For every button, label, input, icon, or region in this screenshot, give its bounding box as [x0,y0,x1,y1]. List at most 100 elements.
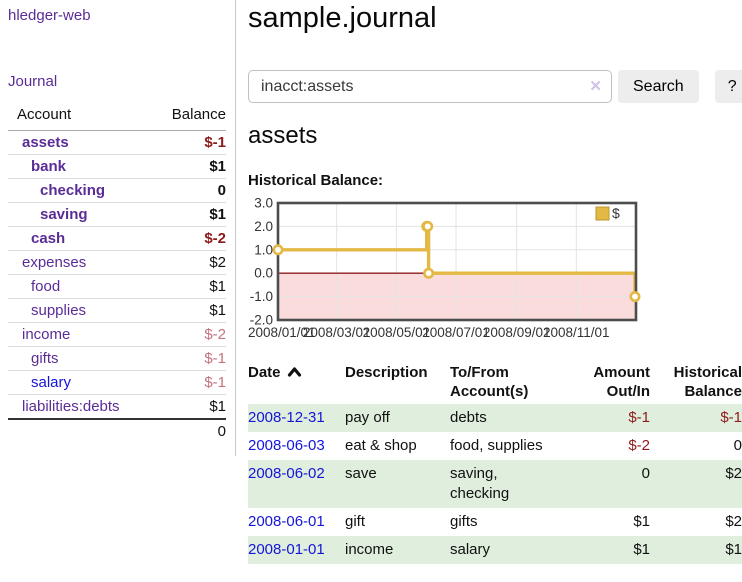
search-input[interactable] [248,70,612,103]
account-balance: $-1 [204,134,226,151]
transaction-amount: $-1 [628,409,650,426]
account-balance: $-2 [154,322,226,347]
transaction-balance: $2 [725,513,742,530]
svg-text:2008/09/01: 2008/09/01 [483,325,551,340]
register-row: 2008-12-31 pay off debts $-1 $-1 [248,404,742,432]
search-button[interactable]: Search [618,70,699,103]
transaction-date-link[interactable]: 2008-06-02 [248,465,325,482]
sort-asc-icon [287,367,301,377]
account-balance: 0 [154,178,226,203]
account-link-checking[interactable]: checking [40,182,106,199]
account-link-income[interactable]: income [22,326,71,343]
register-header-amount: Amount Out/In [593,364,650,400]
accounts-table: Account Balance assets $-1 bank $1 check… [8,102,226,443]
svg-text:1.0: 1.0 [254,242,273,257]
transaction-description: eat & shop [345,437,417,454]
historical-balance-chart: $3.0 2.0 1.0 0.0 -1.0 -2.0 2008/01/01 2008/03/0… [248,196,742,346]
transaction-balance: 0 [733,437,742,454]
account-row-checking: checking 0 [8,178,226,203]
help-button[interactable]: ? [714,70,742,103]
transaction-date-link[interactable]: 2008-06-01 [248,513,325,530]
svg-text:2008/07/01: 2008/07/01 [422,325,490,340]
account-row-food: food $1 [8,274,226,299]
account-balance: $1 [154,154,226,179]
register-header-date[interactable]: Date [248,361,345,404]
account-balance: $1 [154,394,226,419]
transaction-amount: $-2 [628,437,650,454]
account-link-food[interactable]: food [31,278,61,295]
account-row-saving: saving $1 [8,202,226,227]
account-row-liabilities-debts: liabilities:debts $1 [8,394,226,419]
svg-text:2008/03/01: 2008/03/01 [303,325,371,340]
register-row: 2008-01-01 income salary $1 $1 [248,536,742,564]
transaction-date-link[interactable]: 2008-06-03 [248,437,325,454]
svg-text:$: $ [612,205,620,221]
transaction-description: gift [345,513,366,530]
account-balance: $-2 [154,226,226,251]
account-row-bank: bank $1 [8,154,226,179]
transaction-accounts: gifts [450,513,478,530]
transaction-description: pay off [345,409,390,426]
account-link-expenses[interactable]: expenses [22,254,87,271]
accounts-header-balance: Balance [154,102,226,131]
accounts-total-spacer [8,418,155,443]
clear-search-icon[interactable]: ✕ [589,78,602,95]
register-row: 2008-06-02 save saving, checking 0 $2 [248,460,742,508]
svg-text:-1.0: -1.0 [250,289,273,304]
accounts-total-row: 0 [8,418,226,443]
accounts-table-header: Account Balance [8,102,226,131]
account-row-expenses: expenses $2 [8,250,226,275]
transaction-balance: $2 [725,465,742,482]
sidebar-item-journal[interactable]: Journal [8,73,58,90]
register-header-historical: Historical Balance [673,364,742,400]
account-page-title: assets [248,122,318,149]
svg-text:-2.0: -2.0 [250,313,273,328]
accounts-header-account: Account [8,102,155,131]
transaction-accounts: salary [450,541,491,558]
transaction-date-link[interactable]: 2008-12-31 [248,409,325,426]
search-input-wrap: ✕ [248,70,612,103]
transaction-amount: $1 [633,513,650,530]
transaction-description: income [345,541,394,558]
register-row: 2008-06-01 gift gifts $1 $2 [248,508,742,536]
transaction-accounts: saving, checking [450,465,510,502]
account-link-supplies[interactable]: supplies [31,302,87,319]
account-row-gifts: gifts $-1 [8,346,226,371]
svg-text:2008/05/01: 2008/05/01 [363,325,431,340]
register-table: Date Description To/From Account(s) Amou… [248,361,742,564]
account-row-cash: cash $-2 [8,226,226,251]
account-link-bank[interactable]: bank [31,158,67,175]
svg-text:2008/01/01: 2008/01/01 [248,325,316,340]
transaction-description: save [345,465,377,482]
page-title: sample.journal [248,2,437,34]
register-header-description: Description [345,364,428,381]
svg-text:3.0: 3.0 [254,196,273,211]
svg-text:0.0: 0.0 [254,266,273,281]
chart-title: Historical Balance: [248,172,384,189]
account-link-saving[interactable]: saving [40,206,88,223]
account-link-gifts[interactable]: gifts [31,350,59,367]
app-title-link[interactable]: hledger-web [8,7,91,24]
transaction-balance: $-1 [720,409,742,426]
transaction-date-link[interactable]: 2008-01-01 [248,541,325,558]
account-link-salary[interactable]: salary [31,374,72,391]
sidebar: hledger-web Journal Account Balance asse… [0,0,236,456]
transaction-amount: 0 [641,465,650,482]
account-balance: $2 [154,250,226,275]
account-link-liabilities-debts[interactable]: liabilities:debts [22,398,120,415]
search-form: ✕ Search ? [248,70,742,103]
transaction-amount: $1 [633,541,650,558]
account-row-salary: salary $-1 [8,370,226,395]
account-balance: $1 [154,274,226,299]
date-header-label: Date [248,364,281,381]
account-balance: $1 [154,202,226,227]
svg-text:2.0: 2.0 [254,219,273,234]
transaction-balance: $1 [725,541,742,558]
account-link-assets[interactable]: assets [22,134,69,151]
balance-chart-svg: $3.0 2.0 1.0 0.0 -1.0 -2.02008/01/012008/03/0… [248,196,641,340]
account-balance: $-1 [154,346,226,371]
account-row-income: income $-2 [8,322,226,347]
account-link-cash[interactable]: cash [31,230,66,247]
register-header-tofrom: To/From Account(s) [450,364,529,400]
accounts-total-value: 0 [154,418,226,443]
